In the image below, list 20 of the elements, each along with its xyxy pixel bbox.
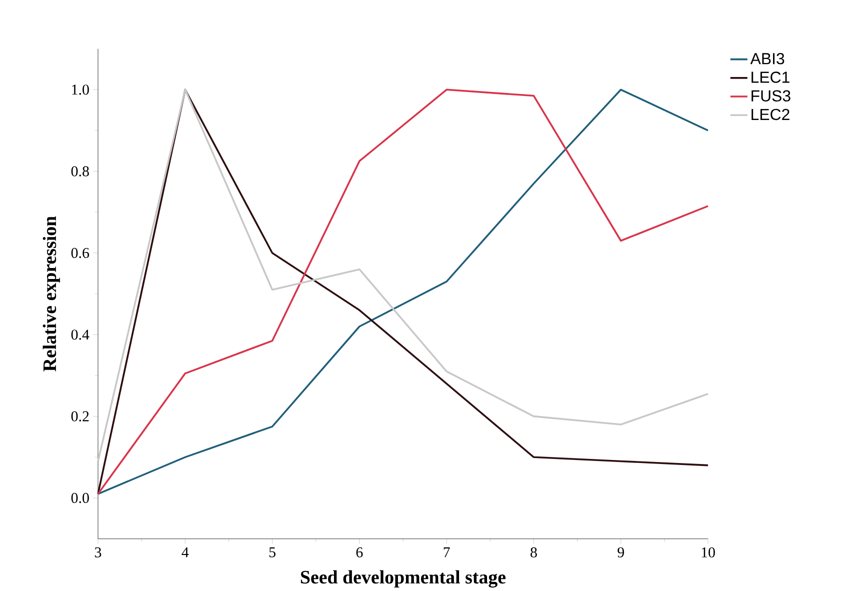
x-tick-label: 3 (94, 547, 102, 558)
y-axis-title: Relative expression (42, 216, 60, 372)
x-tick-label: 9 (618, 547, 624, 558)
legend-label: LEC2 (752, 108, 790, 120)
x-tick-label: 7 (444, 547, 450, 558)
x-tick-label: 5 (269, 547, 276, 558)
y-tick-label: 0.0 (71, 492, 89, 504)
y-tick-label: 0.6 (71, 248, 90, 258)
y-tick-label: 0.2 (71, 411, 89, 422)
legend-label: FUS3 (752, 90, 790, 102)
x-tick-label: 4 (182, 547, 189, 558)
y-tick-label: 0.8 (71, 166, 89, 176)
legend-label: LEC1 (752, 72, 790, 83)
x-axis-title: Seed developmental stage (300, 570, 506, 588)
x-tick-label: 6 (356, 547, 363, 558)
x-tick-label: 10 (702, 547, 715, 558)
legend-label: ABI3 (750, 53, 784, 64)
y-tick-label: 1.0 (72, 84, 89, 95)
y-tick-label: 0.4 (71, 330, 90, 340)
x-tick-label: 8 (530, 547, 537, 558)
